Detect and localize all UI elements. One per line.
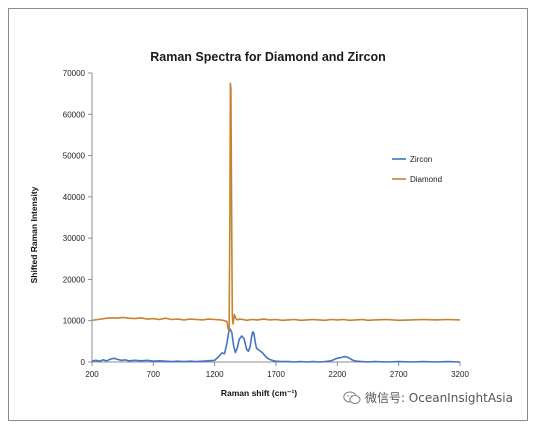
x-tick-label: 3200 <box>451 370 469 379</box>
x-tick-label: 200 <box>85 370 99 379</box>
y-tick-label: 40000 <box>63 193 86 202</box>
legend-label-zircon: Zircon <box>410 155 432 164</box>
x-tick-label: 2700 <box>390 370 408 379</box>
x-tick-label: 1700 <box>267 370 285 379</box>
y-tick-label: 10000 <box>63 317 86 326</box>
legend: Zircon Diamond <box>392 155 442 184</box>
chart-title: Raman Spectra for Diamond and Zircon <box>150 50 385 64</box>
x-tick-label: 2200 <box>328 370 346 379</box>
y-tick-label: 60000 <box>63 110 86 119</box>
x-tick-label: 1200 <box>206 370 224 379</box>
series-line-diamond <box>91 82 461 332</box>
y-tick-label: 30000 <box>63 234 86 243</box>
raman-chart: Raman Spectra for Diamond and Zircon Shi… <box>29 50 469 398</box>
wechat-icon <box>343 390 361 404</box>
x-axis-title: Raman shift (cm⁻¹) <box>221 388 297 398</box>
y-tick-label: 70000 <box>63 69 86 78</box>
chart-frame: Raman Spectra for Diamond and Zircon Shi… <box>8 8 528 421</box>
series-layer <box>91 82 461 363</box>
y-tick-label: 50000 <box>63 152 86 161</box>
watermark: 微信号: OceanInsightAsia <box>343 389 513 406</box>
series-line-zircon <box>91 327 461 363</box>
y-tick-labels: 0 10000 20000 30000 40000 50000 60000 70000 <box>63 69 86 367</box>
axes <box>88 72 461 366</box>
y-tick-label: 20000 <box>63 275 86 284</box>
y-axis-title: Shifted Raman Intensity <box>29 186 39 283</box>
watermark-text: 微信号: OceanInsightAsia <box>364 391 513 405</box>
y-tick-label: 0 <box>81 358 86 367</box>
x-tick-label: 700 <box>147 370 161 379</box>
x-tick-labels: 200 700 1200 1700 2200 2700 3200 <box>85 370 469 379</box>
legend-label-diamond: Diamond <box>410 175 442 184</box>
